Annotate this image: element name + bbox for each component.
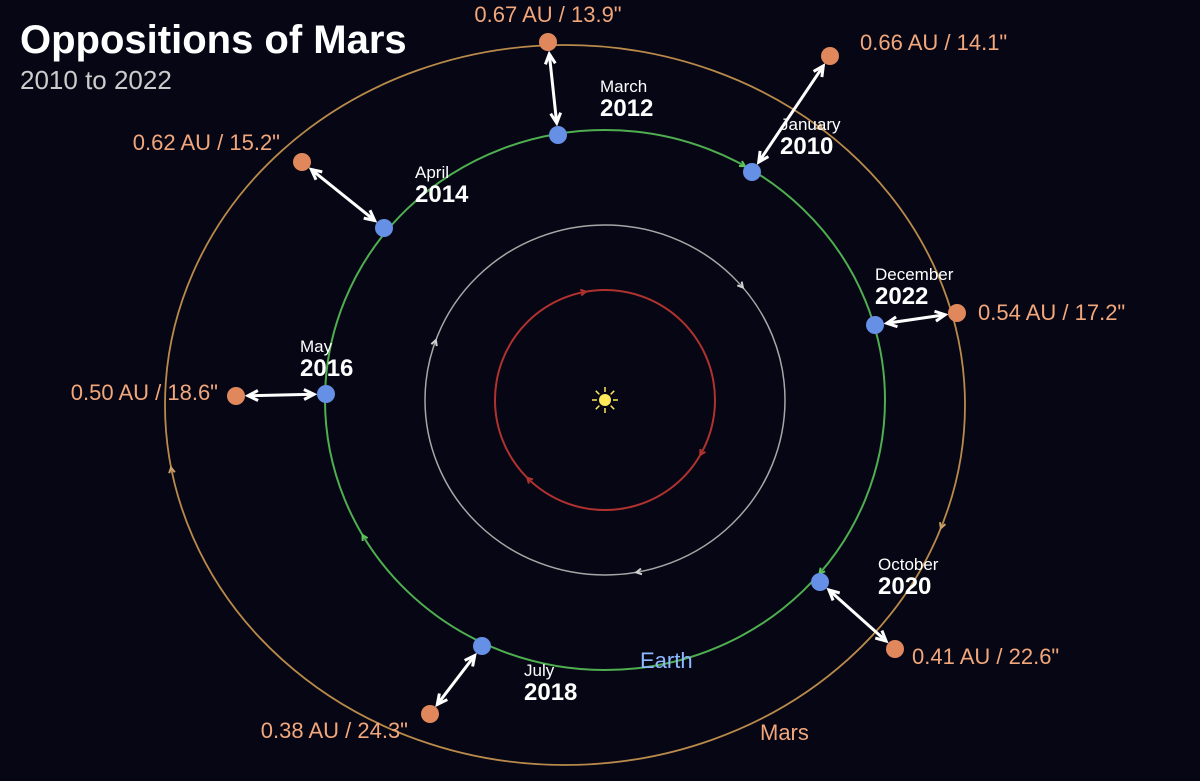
date-label-2010: January2010 [780, 115, 841, 160]
mars-position-2018 [421, 705, 439, 723]
earth-orbit-label: Earth [640, 648, 693, 673]
mars-orbit [165, 45, 965, 765]
mars-position-2014 [293, 153, 311, 171]
orbit-diagram-svg: January2010 0.66 AU / 14.1" March2012 0.67 … [0, 0, 1200, 781]
mars-orbit-label: Mars [760, 720, 809, 745]
mars-position-2016 [227, 387, 245, 405]
distance-arrow [549, 54, 556, 123]
date-label-2012: March2012 [600, 77, 653, 122]
svg-text:2012: 2012 [600, 95, 653, 122]
au-label-2018: 0.38 AU / 24.3" [261, 718, 408, 743]
svg-text:May: May [300, 337, 333, 356]
distance-arrow [437, 656, 474, 705]
date-label-2022: December2022 [875, 265, 954, 310]
svg-text:2016: 2016 [300, 355, 353, 382]
distance-arrow [248, 394, 314, 395]
mars-position-2020 [886, 640, 904, 658]
au-label-2014: 0.62 AU / 15.2" [133, 130, 280, 155]
mars-position-2022 [948, 304, 966, 322]
svg-text:October: October [878, 555, 939, 574]
diagram-stage: Oppositions of Mars 2010 to 2022 January… [0, 0, 1200, 781]
distance-arrow [311, 170, 374, 221]
svg-text:July: July [524, 661, 555, 680]
date-label-2020: October2020 [878, 555, 939, 600]
au-label-2010: 0.66 AU / 14.1" [860, 30, 1007, 55]
au-label-2012: 0.67 AU / 13.9" [474, 2, 621, 27]
svg-text:March: March [600, 77, 647, 96]
mars-position-2010 [821, 47, 839, 65]
title-main: Oppositions of Mars [20, 18, 407, 63]
earth-position-2018 [473, 637, 491, 655]
au-label-2022: 0.54 AU / 17.2" [978, 300, 1125, 325]
earth-position-2014 [375, 219, 393, 237]
earth-position-2020 [811, 573, 829, 591]
earth-position-2010 [743, 163, 761, 181]
svg-text:2014: 2014 [415, 181, 469, 208]
svg-text:2022: 2022 [875, 283, 928, 310]
sun [592, 387, 618, 413]
svg-text:April: April [415, 163, 449, 182]
svg-text:2010: 2010 [780, 133, 833, 160]
date-label-2014: April2014 [415, 163, 469, 208]
svg-text:2018: 2018 [524, 679, 577, 706]
earth-position-2022 [866, 316, 884, 334]
title-sub: 2010 to 2022 [20, 65, 407, 96]
earth-position-2016 [317, 385, 335, 403]
earth-position-2012 [549, 126, 567, 144]
diagram-title: Oppositions of Mars 2010 to 2022 [20, 18, 407, 96]
au-label-2016: 0.50 AU / 18.6" [71, 380, 218, 405]
au-label-2020: 0.41 AU / 22.6" [912, 644, 1059, 669]
mars-position-2012 [539, 33, 557, 51]
svg-text:December: December [875, 265, 954, 284]
svg-text:2020: 2020 [878, 573, 931, 600]
distance-arrow [887, 315, 945, 324]
svg-text:January: January [780, 115, 841, 134]
date-label-2016: May2016 [300, 337, 353, 382]
